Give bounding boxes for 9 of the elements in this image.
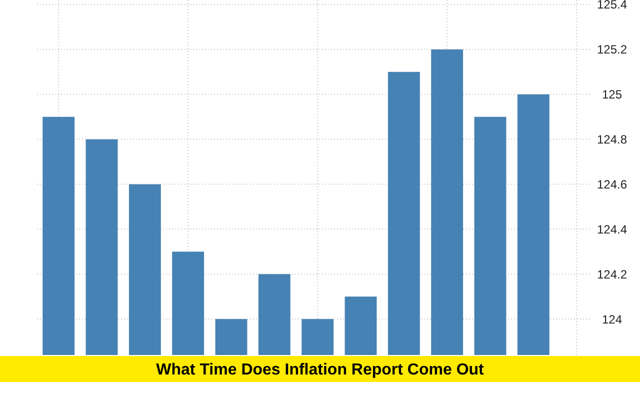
text: What Time Does Inflation Report Come Out [156,362,485,379]
y-tick-label: 124.8 [596,132,628,147]
y-tick-label: 124 [602,312,622,326]
y-tick-label: 124.2 [596,267,628,282]
y-tick-label: 124.4 [596,222,628,236]
y-tick-label: 125 [602,88,622,102]
y-tick-label: 124.6 [596,177,628,192]
y-tick-label: 125.2 [596,42,628,57]
y-tick-label: 125.4 [596,0,628,12]
